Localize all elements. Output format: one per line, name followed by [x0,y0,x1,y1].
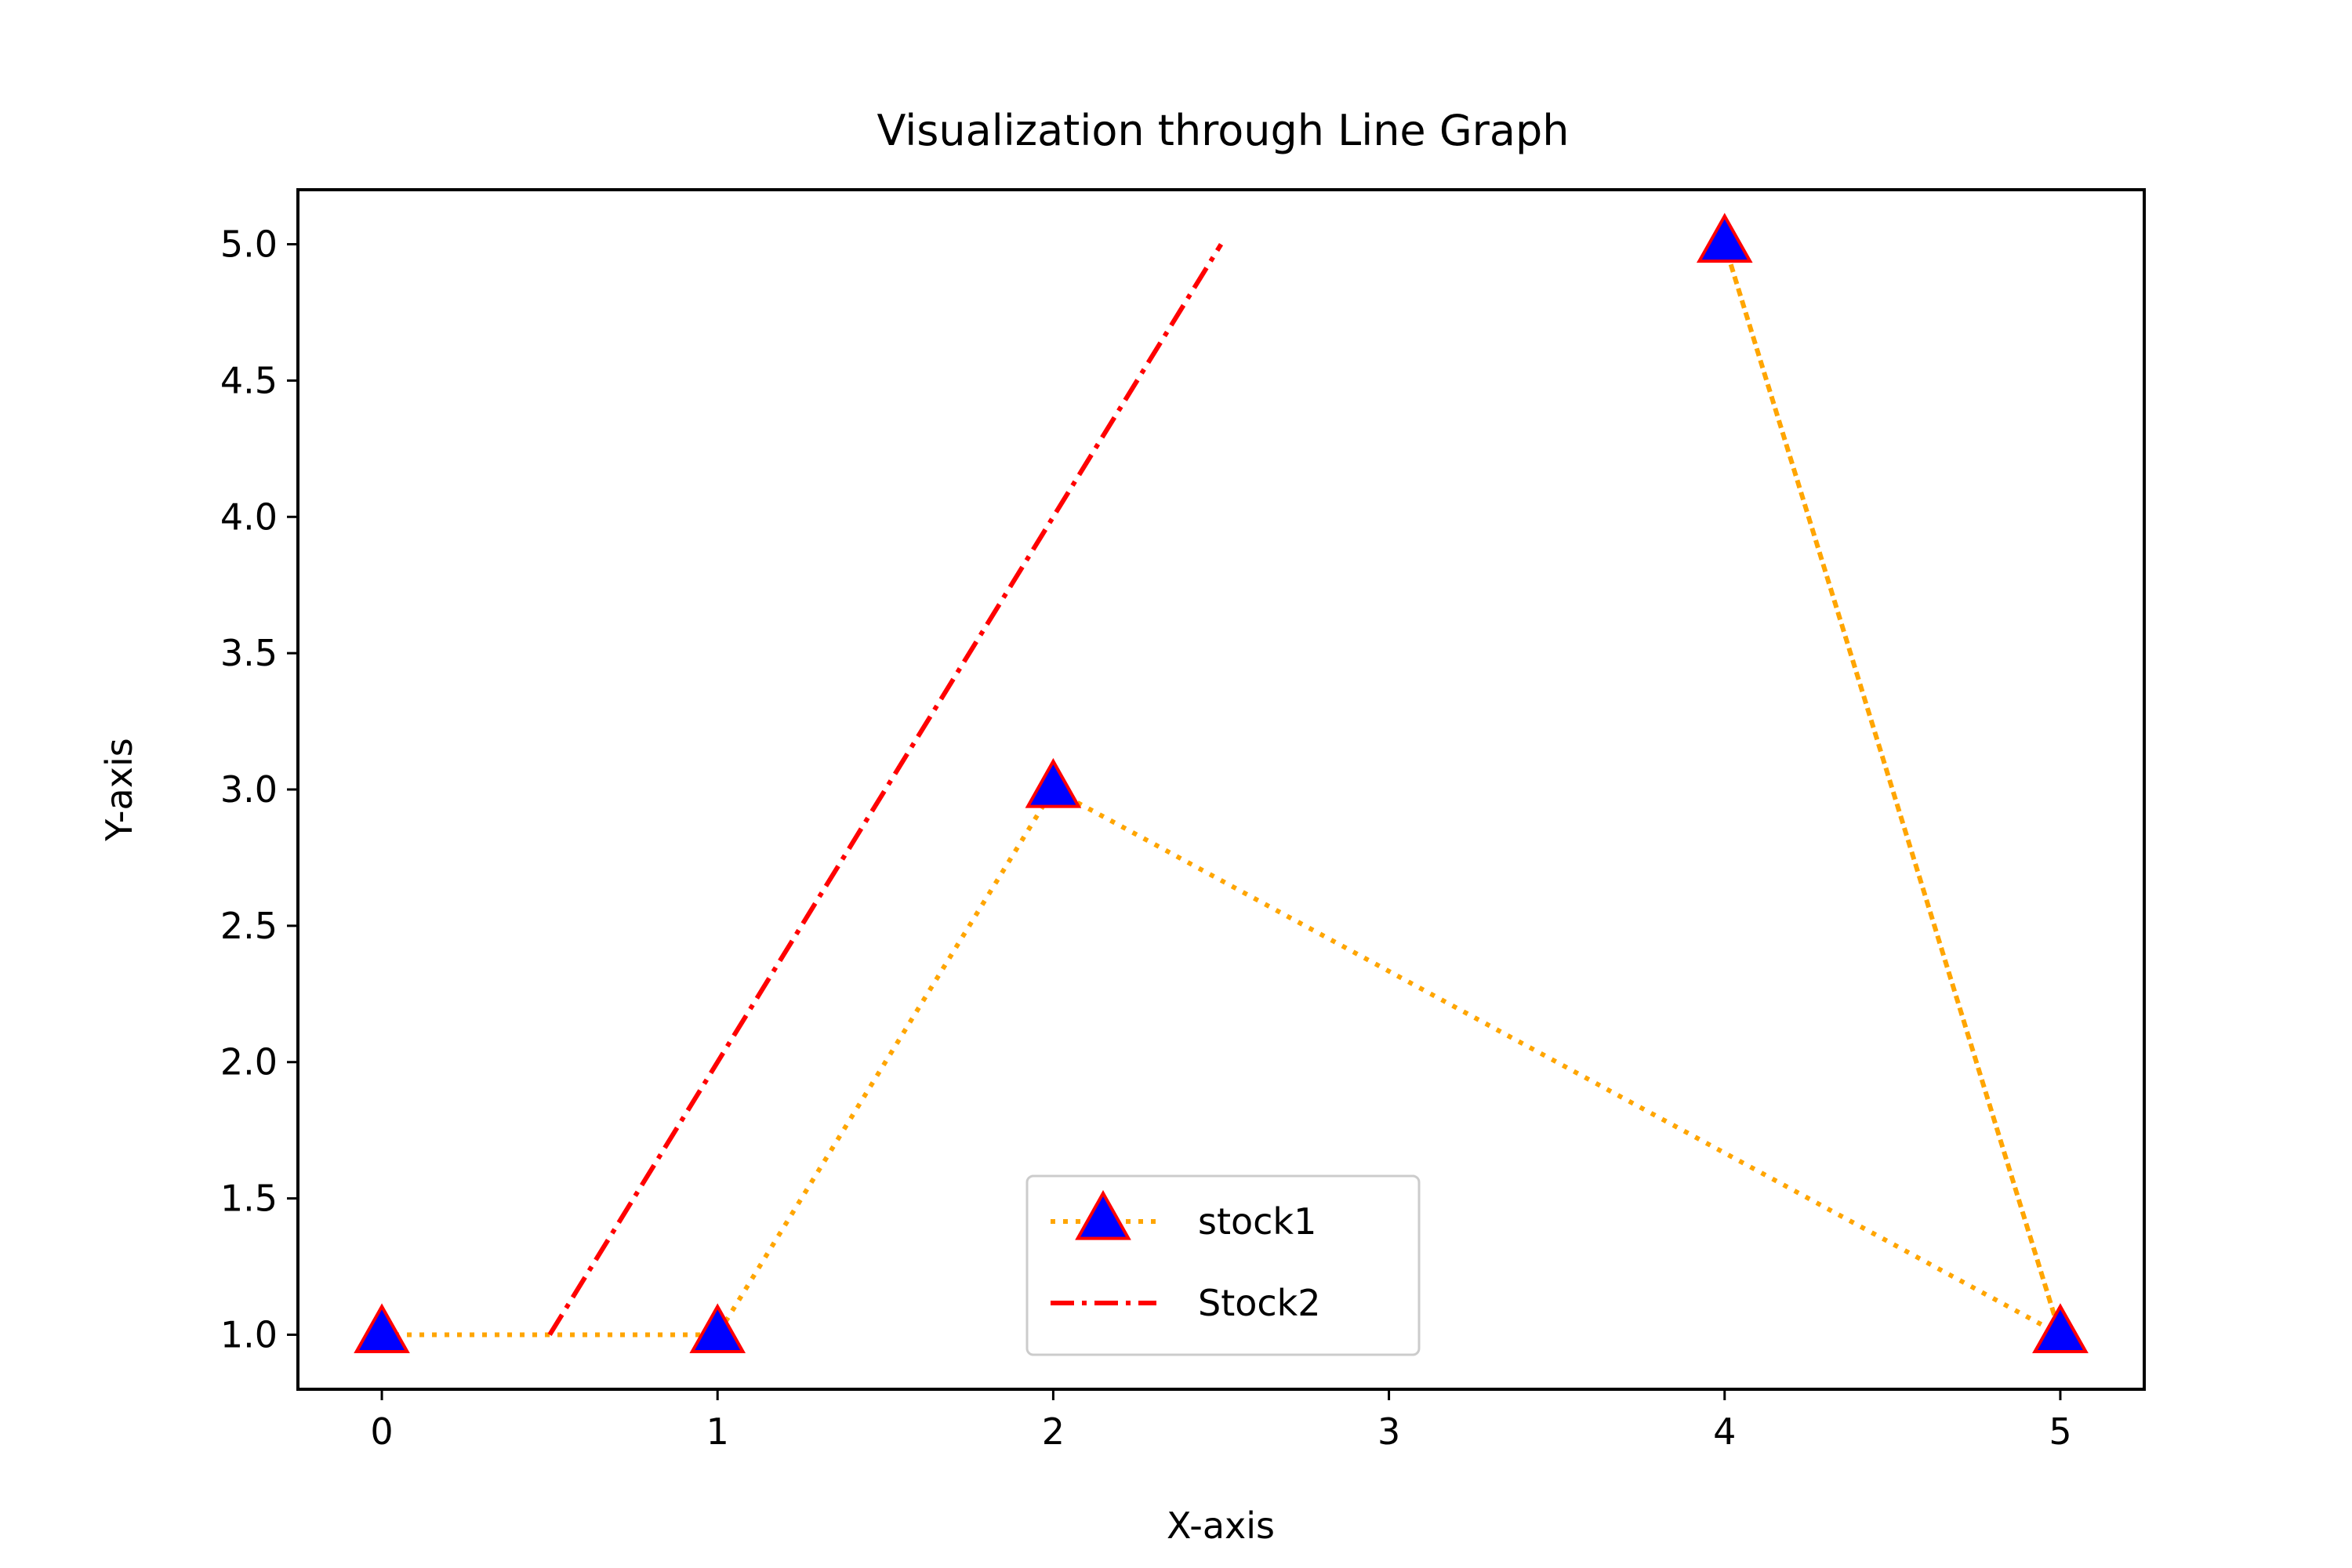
x-tick-label: 0 [370,1410,393,1453]
data-point-stock1 [2032,1303,2089,1354]
x-axis-ticks: 0 1 2 3 4 5 [370,1389,2072,1453]
y-tick-label: 2.5 [220,905,278,947]
legend-label-stock2: Stock2 [1198,1282,1321,1324]
legend: stock1 Stock2 [1025,1174,1421,1356]
y-tick-label: 2.0 [220,1041,278,1083]
legend-label-stock1: stock1 [1198,1200,1316,1243]
chart-title: Visualization through Line Graph [877,106,1570,155]
x-tick-label: 3 [1377,1410,1400,1453]
x-axis-label: X-axis [1167,1504,1275,1547]
legend-box [1025,1174,1421,1356]
y-tick-label: 4.5 [220,359,278,401]
plot-area [354,212,2089,1354]
legend-marker-icon [1075,1189,1131,1240]
series-line-stock2 [547,242,1224,1337]
series-line-stock1 [382,243,2064,1340]
data-point-stock1 [1025,757,1082,808]
y-tick-label: 5.0 [220,223,278,266]
y-axis-label: Y-axis [98,738,140,841]
data-point-stock1 [354,1303,410,1354]
y-tick-label: 1.0 [220,1313,278,1356]
y-tick-label: 3.5 [220,632,278,674]
y-tick-label: 3.0 [220,768,278,811]
x-tick-label: 2 [1042,1410,1065,1453]
x-tick-label: 5 [2049,1410,2071,1453]
data-point-stock1 [1696,212,1753,263]
y-tick-label: 1.5 [220,1178,278,1220]
x-tick-label: 1 [706,1410,729,1453]
x-tick-label: 4 [1713,1410,1736,1453]
y-axis-ticks: 1.0 1.5 2.0 2.5 3.0 3.5 4.0 4.5 5.0 [220,223,298,1356]
y-tick-label: 4.0 [220,495,278,538]
data-point-stock1 [689,1303,746,1354]
